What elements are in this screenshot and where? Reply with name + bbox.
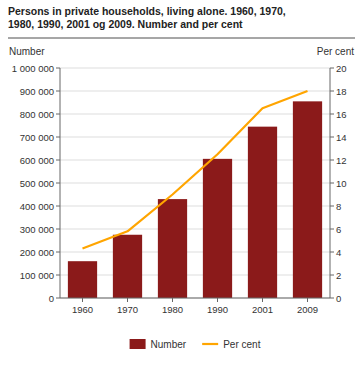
y2-axis [330, 68, 331, 298]
bar [68, 261, 97, 298]
y2-tick-label: 20 [336, 63, 347, 74]
grid [60, 68, 330, 298]
x-tick [307, 298, 308, 302]
grid-line [60, 68, 330, 69]
title-line: 1980, 1990, 2001 og 2009. Number and per… [8, 18, 243, 30]
legend: Number Per cent [130, 339, 261, 350]
grid-line [60, 298, 330, 299]
y-tick [56, 229, 60, 230]
y2-tick [330, 229, 334, 230]
y2-tick-label: 4 [336, 247, 341, 258]
separator [8, 38, 355, 39]
x-tick-label: 2009 [297, 304, 318, 315]
y2-tick-label: 0 [336, 293, 341, 304]
y2-tick [330, 137, 334, 138]
y2-tick [330, 68, 334, 69]
y-tick-label: 800 000 [20, 109, 54, 120]
y-tick-label: 0 [49, 293, 54, 304]
y-tick-label: 400 000 [20, 201, 54, 212]
grid-line [60, 160, 330, 161]
y-tick-label: 600 000 [20, 155, 54, 166]
x-tick [217, 298, 218, 302]
chart: Persons in private households, living al… [0, 0, 363, 366]
y-tick-label: 500 000 [20, 178, 54, 189]
x-tick [262, 298, 263, 302]
y2-tick [330, 298, 334, 299]
y2-tick-label: 2 [336, 270, 341, 281]
title: Persons in private households, living al… [8, 5, 286, 30]
y2-tick [330, 183, 334, 184]
grid-line [60, 183, 330, 184]
bar [203, 159, 232, 298]
y2-tick [330, 275, 334, 276]
y2-tick [330, 114, 334, 115]
y2-tick-label: 8 [336, 201, 341, 212]
x-tick-label: 1980 [162, 304, 183, 315]
y2-tick-label: 18 [336, 86, 347, 97]
y-tick [56, 114, 60, 115]
y-tick [56, 298, 60, 299]
grid-line [60, 275, 330, 276]
plot-area [68, 91, 322, 298]
grid-line [60, 137, 330, 138]
bar [113, 235, 142, 298]
x-tick-label: 1970 [117, 304, 138, 315]
y2-tick [330, 91, 334, 92]
bar [158, 199, 187, 298]
y-tick-label: 100 000 [20, 270, 54, 281]
x-axis [60, 298, 330, 299]
y2-tick-label: 16 [336, 109, 347, 120]
x-tick-label: 1960 [72, 304, 93, 315]
y-tick [56, 206, 60, 207]
y-tick [56, 68, 60, 69]
legend-item: Number [130, 339, 187, 350]
bar [293, 101, 322, 298]
legend-swatch [202, 343, 218, 345]
x-tick [82, 298, 83, 302]
y2-tick-label: 10 [336, 178, 347, 189]
y2-axis-label: Per cent [317, 46, 354, 57]
grid-line [60, 91, 330, 92]
y-axis [60, 68, 61, 298]
y-tick [56, 137, 60, 138]
x-tick [172, 298, 173, 302]
y-tick-label: 700 000 [20, 132, 54, 143]
y2-tick-label: 6 [336, 224, 341, 235]
bar [248, 127, 277, 298]
y-tick [56, 275, 60, 276]
y2-tick [330, 160, 334, 161]
y-tick-label: 200 000 [20, 247, 54, 258]
y-tick [56, 91, 60, 92]
x-tick [127, 298, 128, 302]
y2-tick [330, 252, 334, 253]
line [83, 91, 308, 249]
legend-swatch [130, 339, 146, 349]
y-axis-label: Number [9, 46, 45, 57]
y-tick [56, 252, 60, 253]
grid-line [60, 252, 330, 253]
y-tick-label: 1 000 000 [12, 63, 54, 74]
grid-line [60, 206, 330, 207]
y-tick [56, 160, 60, 161]
y-tick [56, 183, 60, 184]
x-tick-label: 2001 [252, 304, 273, 315]
y2-tick-label: 12 [336, 155, 347, 166]
y2-tick [330, 206, 334, 207]
title-line: Persons in private households, living al… [8, 5, 286, 17]
y-tick-label: 900 000 [20, 86, 54, 97]
legend-label: Per cent [223, 339, 260, 350]
y2-tick-label: 14 [336, 132, 347, 143]
grid-line [60, 229, 330, 230]
grid-line [60, 114, 330, 115]
x-tick-label: 1990 [207, 304, 228, 315]
legend-label: Number [151, 339, 187, 350]
y-tick-label: 300 000 [20, 224, 54, 235]
legend-item: Per cent [202, 339, 260, 350]
